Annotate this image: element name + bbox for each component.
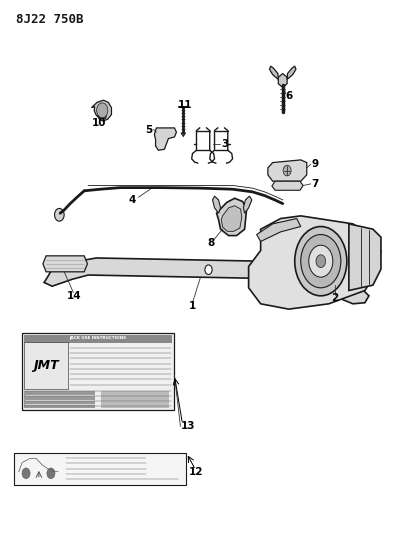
Bar xyxy=(101,391,170,408)
Polygon shape xyxy=(221,206,242,231)
Circle shape xyxy=(55,208,64,221)
Bar xyxy=(24,391,95,408)
Polygon shape xyxy=(91,100,111,121)
Text: 10: 10 xyxy=(92,118,107,127)
Polygon shape xyxy=(272,181,303,190)
Polygon shape xyxy=(249,216,381,309)
Circle shape xyxy=(316,255,326,268)
Bar xyxy=(22,333,174,410)
Bar xyxy=(14,453,186,485)
Polygon shape xyxy=(213,196,221,213)
Bar xyxy=(24,342,68,389)
Circle shape xyxy=(97,103,108,118)
Text: 9: 9 xyxy=(311,159,318,169)
Circle shape xyxy=(205,265,212,274)
Text: 13: 13 xyxy=(180,422,195,431)
Circle shape xyxy=(301,235,341,288)
Text: 1: 1 xyxy=(189,302,196,311)
Text: 4: 4 xyxy=(129,195,136,205)
Text: 8: 8 xyxy=(207,238,214,247)
Polygon shape xyxy=(287,66,296,79)
Circle shape xyxy=(309,245,333,277)
Polygon shape xyxy=(43,256,87,272)
Text: 3: 3 xyxy=(221,139,228,149)
Polygon shape xyxy=(269,66,278,79)
Bar xyxy=(24,335,172,343)
Text: 8J22 750B: 8J22 750B xyxy=(16,13,83,26)
Polygon shape xyxy=(278,74,287,87)
Circle shape xyxy=(283,165,291,176)
Text: 2: 2 xyxy=(331,294,338,303)
Polygon shape xyxy=(154,128,176,150)
Polygon shape xyxy=(243,196,252,213)
Text: JMT: JMT xyxy=(33,359,59,372)
Text: JACK USE INSTRUCTIONS: JACK USE INSTRUCTIONS xyxy=(70,336,127,341)
Polygon shape xyxy=(257,219,301,241)
Text: 14: 14 xyxy=(67,292,81,301)
Text: 6: 6 xyxy=(285,91,292,101)
Polygon shape xyxy=(349,224,381,290)
Text: 7: 7 xyxy=(311,179,318,189)
Text: 12: 12 xyxy=(189,467,204,477)
Polygon shape xyxy=(44,258,369,304)
Polygon shape xyxy=(217,198,247,236)
Text: 11: 11 xyxy=(178,100,192,110)
Text: 5: 5 xyxy=(145,125,152,134)
Polygon shape xyxy=(268,160,307,181)
Circle shape xyxy=(22,468,30,479)
Circle shape xyxy=(295,227,347,296)
Circle shape xyxy=(47,468,55,479)
